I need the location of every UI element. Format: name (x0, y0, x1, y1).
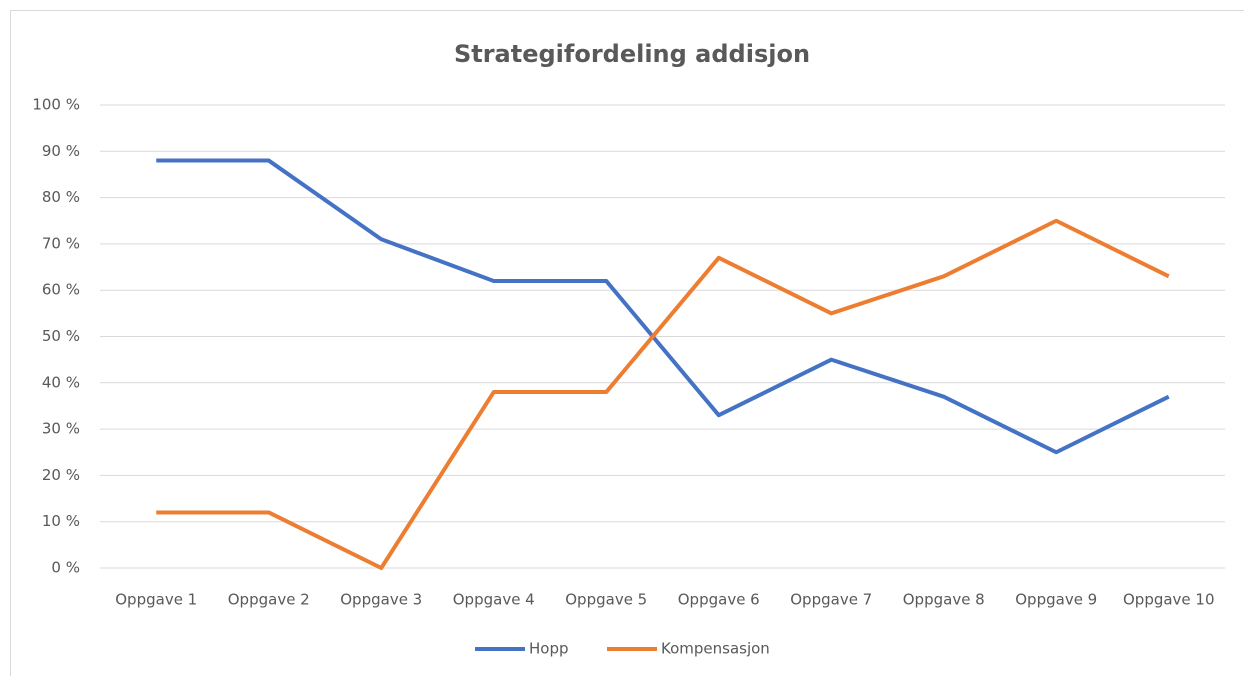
chart-title: Strategifordeling addisjon (454, 40, 810, 68)
x-tick-label: Oppgave 5 (565, 591, 647, 609)
x-tick-label: Oppgave 1 (115, 591, 197, 609)
x-tick-label: Oppgave 9 (1015, 591, 1097, 609)
y-tick-label: 10 % (42, 512, 80, 530)
y-tick-label: 100 % (32, 96, 80, 114)
line-series (156, 158, 1170, 455)
line-series (156, 218, 1170, 570)
y-tick-label: 40 % (42, 373, 80, 391)
y-tick-label: 70 % (42, 234, 80, 252)
x-tick-label: Oppgave 4 (453, 591, 535, 609)
x-tick-label: Oppgave 6 (678, 591, 760, 609)
chart-border (10, 10, 1244, 676)
y-tick-label: 0 % (51, 559, 80, 577)
x-tick-label: Oppgave 2 (228, 591, 310, 609)
y-tick-label: 20 % (42, 466, 80, 484)
y-tick-label: 30 % (42, 420, 80, 438)
y-tick-label: 60 % (42, 281, 80, 299)
legend-label: Hopp (529, 640, 569, 658)
legend-label: Kompensasjon (661, 640, 770, 658)
x-tick-label: Oppgave 10 (1123, 591, 1215, 609)
x-tick-label: Oppgave 7 (790, 591, 872, 609)
y-tick-label: 50 % (42, 327, 80, 345)
y-tick-label: 80 % (42, 188, 80, 206)
y-tick-label: 90 % (42, 142, 80, 160)
x-tick-label: Oppgave 8 (903, 591, 985, 609)
x-tick-label: Oppgave 3 (340, 591, 422, 609)
